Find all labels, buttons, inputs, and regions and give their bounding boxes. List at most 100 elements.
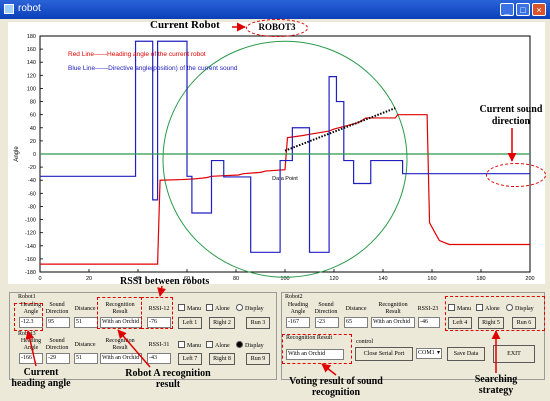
robot1-display-radio[interactable]: Display bbox=[236, 304, 264, 313]
robot1-rssi-label: RSSI-12 bbox=[148, 306, 170, 312]
annotation-voting: Voting result of sound recognition bbox=[289, 376, 383, 398]
robot2-left-button[interactable]: Left 4 bbox=[448, 317, 472, 329]
annotation-current-sound: Current sound direction bbox=[479, 104, 543, 127]
close-button[interactable]: × bbox=[532, 3, 546, 16]
y-tick-label: 160 bbox=[27, 47, 36, 53]
robot3-left-button[interactable]: Left 7 bbox=[178, 353, 202, 365]
robot3-heading-field[interactable]: -166 bbox=[19, 353, 43, 364]
recognition-box bbox=[97, 297, 142, 329]
robot-id-label: ROBOT3 bbox=[258, 22, 296, 32]
x-tick-label: 80 bbox=[233, 276, 239, 282]
robot1-run-button[interactable]: Run 3 bbox=[246, 317, 270, 329]
legend-blue: Blue Line——Directive angle(position) of … bbox=[68, 65, 238, 72]
y-tick-label: 140 bbox=[27, 60, 36, 66]
y-tick-label: -20 bbox=[28, 165, 36, 171]
series-line-0 bbox=[40, 114, 530, 265]
robot1-manu-label: Manu bbox=[187, 306, 201, 312]
circle-marker bbox=[162, 40, 408, 278]
chevron-down-icon: ▾ bbox=[436, 350, 440, 356]
y-tick-label: -80 bbox=[28, 204, 36, 210]
x-tick-label: 180 bbox=[476, 276, 485, 282]
robot3-recognition-label: Recognition Result bbox=[105, 338, 135, 351]
robot3-recognition-field[interactable]: With an Orchid bbox=[100, 353, 142, 364]
robot3-display-label: Display bbox=[245, 343, 264, 349]
robot3-display-radio[interactable]: Display bbox=[236, 341, 264, 350]
y-tick-label: -180 bbox=[25, 270, 36, 276]
y-tick-label: -40 bbox=[28, 178, 36, 184]
robot2-rssi-field[interactable]: -46 bbox=[418, 317, 440, 328]
chart-svg: 180160140120100806040200-20-40-60-80-100… bbox=[14, 34, 535, 282]
robot1-group-label: Robot1 bbox=[18, 294, 36, 300]
robot3-rssi-label: RSSI-31 bbox=[148, 342, 170, 348]
control-label: control bbox=[356, 339, 373, 345]
robot1-right-button[interactable]: Right 2 bbox=[209, 317, 235, 329]
exit-button[interactable]: EXIT bbox=[493, 345, 535, 363]
robot1-distance-field[interactable]: 51 bbox=[74, 317, 98, 328]
robot3-distance-label: Distance bbox=[74, 342, 96, 348]
y-tick-label: -140 bbox=[25, 244, 36, 250]
x-tick-label: 200 bbox=[525, 276, 534, 282]
y-tick-label: -160 bbox=[25, 257, 36, 263]
x-tick-label: 120 bbox=[329, 276, 338, 282]
robot1-sound-field[interactable]: 95 bbox=[46, 317, 70, 328]
voting-label: Recognition Result bbox=[286, 335, 333, 341]
robot2-sound-field[interactable]: -23 bbox=[315, 317, 339, 328]
robot3-sound-field[interactable]: -29 bbox=[46, 353, 70, 364]
robot3-right-button[interactable]: Right 8 bbox=[209, 353, 235, 365]
x-tick-label: 140 bbox=[378, 276, 387, 282]
robot3-alone-label: Alone bbox=[215, 343, 230, 349]
y-tick-label: 100 bbox=[27, 86, 36, 92]
robot2-manu-checkbox[interactable]: Manu bbox=[448, 304, 471, 313]
y-tick-label: -100 bbox=[25, 218, 36, 224]
sound-direction-ellipse bbox=[486, 163, 546, 187]
robot3-group-label: Robot3 bbox=[18, 331, 36, 337]
robot3-rssi-field[interactable]: -43 bbox=[147, 353, 171, 364]
title-bar: robot _ □ × bbox=[0, 0, 550, 19]
robot2-group-label: Robot2 bbox=[285, 294, 303, 300]
robot3-distance-field[interactable]: 51 bbox=[74, 353, 98, 364]
robot1-alone-label: Alone bbox=[215, 306, 230, 312]
robot2-recognition-label: Recognition Result bbox=[378, 302, 408, 315]
annotation-searching: Searching strategy bbox=[474, 374, 518, 396]
robot3-alone-checkbox[interactable]: Alone bbox=[206, 341, 230, 350]
annotation-robot-a: Robot A recognition result bbox=[125, 368, 211, 390]
robot2-panel: Robot2 Heading Angle Sound Direction Dis… bbox=[281, 292, 545, 380]
robot2-display-radio[interactable]: Display bbox=[506, 304, 534, 313]
robot1-sound-label: Sound Direction bbox=[45, 302, 69, 315]
angle-chart: 180 160 140 120 100 80 60 40 20 0 -20 -40 -60 -80 -100… bbox=[8, 22, 545, 284]
save-data-button[interactable]: Save Data bbox=[447, 347, 485, 361]
robot1-left-button[interactable]: Left 1 bbox=[178, 317, 202, 329]
robot2-run-button[interactable]: Run 6 bbox=[512, 317, 536, 329]
annotation-rssi: RSSI between robots bbox=[120, 276, 210, 287]
robot3-manu-checkbox[interactable]: Manu bbox=[178, 341, 201, 350]
y-tick-label: 0 bbox=[33, 152, 36, 158]
robot2-distance-label: Distance bbox=[345, 306, 367, 312]
robot1-distance-label: Distance bbox=[74, 306, 96, 312]
app-icon bbox=[4, 4, 14, 14]
robot2-alone-checkbox[interactable]: Alone bbox=[476, 304, 500, 313]
com-port-select[interactable]: COM1 ▾ bbox=[416, 348, 442, 359]
strategy-box bbox=[445, 296, 545, 331]
close-serial-port-button[interactable]: Close Serial Port bbox=[355, 347, 413, 361]
voting-box bbox=[282, 334, 352, 364]
x-tick-label: 60 bbox=[184, 276, 190, 282]
voting-result-field[interactable]: With an Orchid bbox=[286, 349, 344, 360]
minimize-button[interactable]: _ bbox=[500, 3, 514, 16]
robot1-display-label: Display bbox=[245, 306, 264, 312]
robot1-alone-checkbox[interactable]: Alone bbox=[206, 304, 230, 313]
robot2-recognition-field[interactable]: With an Orchid bbox=[371, 317, 415, 328]
robot3-run-button[interactable]: Run 9 bbox=[246, 353, 270, 365]
robot2-display-label: Display bbox=[515, 306, 534, 312]
robot2-right-button[interactable]: Right 5 bbox=[478, 317, 504, 329]
robot1-manu-checkbox[interactable]: Manu bbox=[178, 304, 201, 313]
robot2-heading-field[interactable]: -167 bbox=[286, 317, 310, 328]
robot3-manu-label: Manu bbox=[187, 343, 201, 349]
y-tick-label: 40 bbox=[30, 126, 36, 132]
robot2-distance-field[interactable]: 65 bbox=[344, 317, 368, 328]
robot3-heading-label: Heading Angle bbox=[20, 338, 42, 351]
maximize-button[interactable]: □ bbox=[516, 3, 530, 16]
annotation-heading: Current heading angle bbox=[11, 367, 71, 389]
x-tick-label: 40 bbox=[135, 276, 141, 282]
robot1-rssi-field[interactable]: -76 bbox=[147, 317, 171, 328]
